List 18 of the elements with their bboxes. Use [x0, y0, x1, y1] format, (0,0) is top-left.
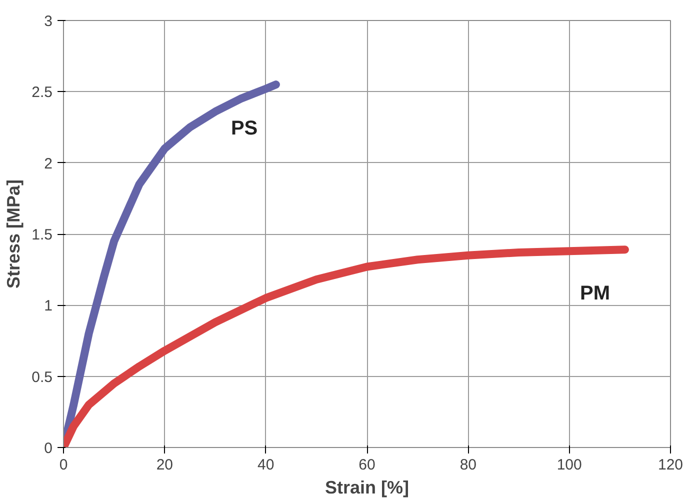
- x-tick-label: 60: [358, 456, 376, 474]
- series-label: PM: [580, 282, 610, 305]
- y-axis-title: Stress [MPa]: [4, 179, 24, 289]
- x-tick-label: 0: [59, 456, 68, 474]
- y-tick-label: 1.5: [32, 226, 53, 244]
- y-tick-label: 3: [44, 13, 52, 30]
- x-tick-label: 40: [257, 456, 274, 474]
- x-tick-label: 120: [658, 456, 684, 474]
- y-tick-label: 2.5: [32, 84, 53, 102]
- x-tick-label: 100: [556, 456, 582, 474]
- x-tick-label: 80: [460, 456, 477, 474]
- x-axis-title: Strain [%]: [324, 478, 410, 498]
- y-tick-label: 0: [44, 440, 52, 457]
- series-label: PS: [230, 118, 258, 140]
- y-tick-label: 2: [44, 155, 52, 172]
- y-tick-label: 1: [44, 298, 52, 315]
- y-tick-label: 0.5: [32, 368, 53, 386]
- x-tick-label: 20: [156, 456, 174, 474]
